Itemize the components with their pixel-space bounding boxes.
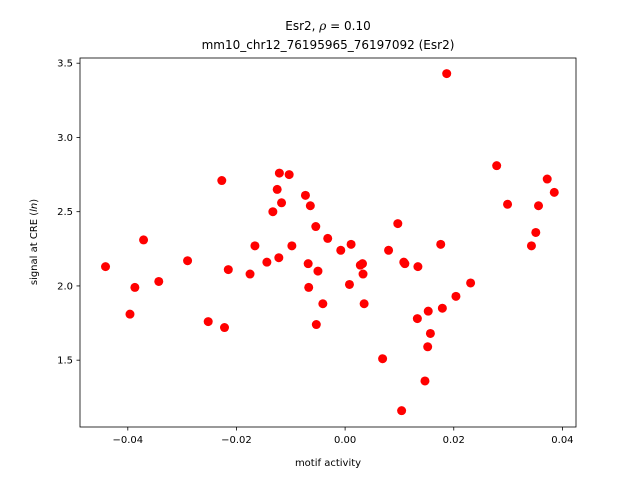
y-tick-label: 3.0: [57, 133, 73, 144]
data-point: [304, 282, 314, 292]
data-point: [397, 406, 407, 416]
data-point: [437, 303, 447, 313]
data-point: [287, 241, 297, 251]
data-point: [442, 69, 452, 79]
data-point: [503, 199, 513, 209]
data-point: [323, 233, 333, 243]
data-point: [305, 201, 315, 211]
data-point: [125, 309, 135, 319]
chart-title-line2: mm10_chr12_76195965_76197092 (Esr2): [202, 38, 455, 52]
x-tick-label: −0.04: [112, 435, 143, 446]
data-point: [284, 170, 294, 180]
data-point: [423, 342, 433, 352]
data-point: [378, 354, 388, 364]
data-point: [384, 245, 394, 255]
data-point: [413, 262, 423, 272]
data-point: [451, 291, 461, 301]
x-tick-label: 0.00: [334, 435, 356, 446]
data-point: [203, 317, 213, 327]
data-point: [250, 241, 260, 251]
y-tick-label: 2.5: [57, 207, 73, 218]
title-prefix: Esr2,: [285, 19, 319, 33]
data-point: [313, 266, 323, 276]
data-point: [139, 235, 149, 245]
data-point: [346, 239, 356, 249]
data-point: [154, 276, 164, 286]
y-tick-label: 1.5: [57, 356, 73, 367]
data-point: [217, 176, 227, 186]
x-axis-ticks: −0.04 −0.02 0.00 0.02 0.04: [112, 427, 574, 446]
ylabel-ln: ln: [29, 203, 40, 212]
data-point: [358, 269, 368, 279]
title-suffix: = 0.10: [326, 19, 370, 33]
data-point: [526, 241, 536, 251]
data-point: [268, 207, 278, 217]
y-tick-label: 3.5: [57, 59, 73, 70]
data-point: [318, 299, 328, 309]
x-tick-label: 0.02: [443, 435, 465, 446]
y-tick-label: 2.0: [57, 281, 73, 292]
data-point: [220, 323, 230, 333]
data-point: [262, 257, 272, 267]
data-point: [423, 306, 433, 316]
y-axis-label: signal at CRE (ln): [29, 199, 40, 285]
axes-frame: [79, 57, 577, 428]
data-point: [492, 161, 502, 171]
data-point: [344, 279, 354, 289]
data-point: [101, 262, 111, 272]
data-point: [303, 259, 313, 269]
data-point: [336, 245, 346, 255]
data-point: [466, 278, 476, 288]
data-point: [183, 256, 193, 266]
data-point: [272, 184, 282, 194]
data-point: [130, 282, 140, 292]
x-tick-label: 0.04: [551, 435, 573, 446]
data-point: [300, 190, 310, 200]
chart-title-line1: Esr2, ρ = 0.10: [285, 19, 371, 33]
data-point: [412, 314, 422, 324]
data-point: [358, 259, 367, 269]
data-point: [359, 299, 369, 309]
x-axis-label: motif activity: [295, 458, 361, 469]
data-point: [542, 174, 552, 184]
data-point: [274, 253, 284, 263]
ylabel-suffix: ): [29, 199, 40, 203]
data-point: [245, 269, 255, 279]
data-point: [436, 239, 446, 249]
data-point: [425, 328, 435, 338]
data-point: [549, 187, 559, 197]
ylabel-prefix: signal at CRE (: [29, 212, 40, 285]
data-point: [223, 265, 233, 275]
data-point: [277, 198, 287, 208]
data-point: [274, 168, 284, 178]
data-point: [311, 222, 321, 232]
data-point: [393, 219, 403, 229]
y-axis-ticks: 1.5 2.0 2.5 3.0 3.5: [57, 59, 80, 367]
data-point: [420, 376, 430, 386]
data-point: [531, 227, 541, 237]
data-point: [311, 320, 321, 330]
data-point: [400, 259, 410, 269]
plot-area: [101, 69, 559, 416]
data-point: [534, 201, 544, 211]
x-tick-label: −0.02: [221, 435, 252, 446]
title-rho: ρ: [318, 19, 326, 33]
